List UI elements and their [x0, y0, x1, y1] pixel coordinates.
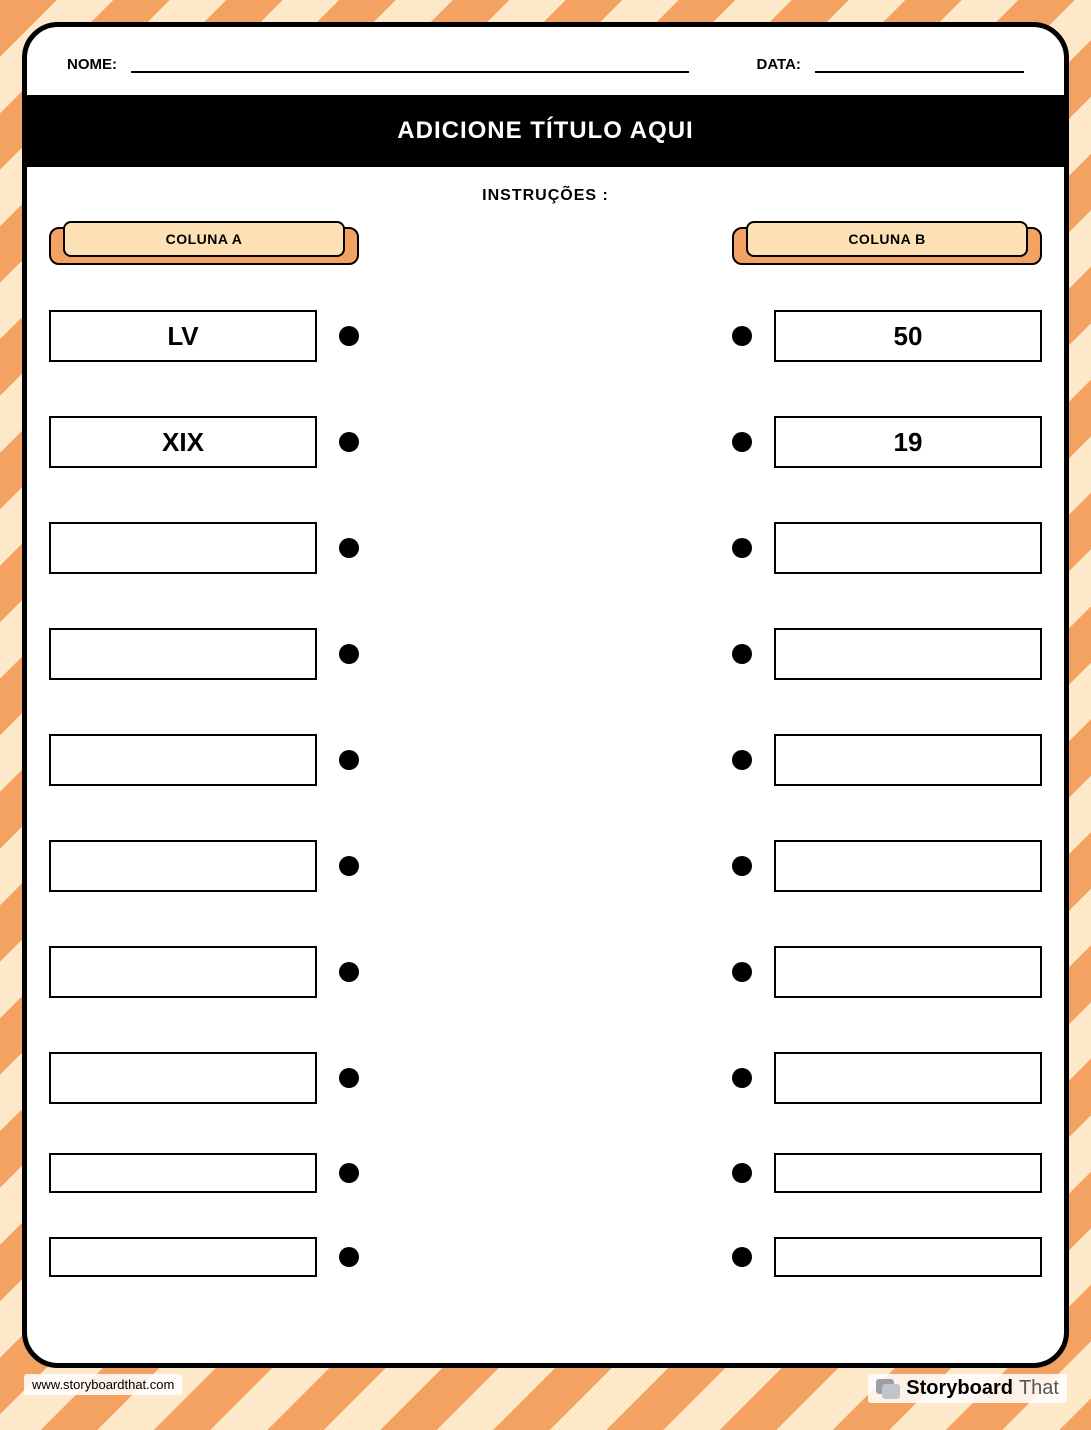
column-a-cell[interactable]: [49, 1237, 317, 1277]
match-dot[interactable]: [339, 962, 359, 982]
column-a-row: [49, 495, 359, 601]
name-label: NOME:: [67, 56, 117, 73]
match-dot[interactable]: [339, 856, 359, 876]
column-b-row: [732, 1131, 1042, 1215]
column-b-cell[interactable]: [774, 628, 1042, 680]
column-a-row: [49, 1215, 359, 1299]
match-dot[interactable]: [339, 644, 359, 664]
column-b-header: COLUNA B: [732, 221, 1042, 265]
instructions-label: INSTRUÇÕES :: [27, 167, 1064, 211]
column-a-cell[interactable]: LV: [49, 310, 317, 362]
column-b-row: [732, 601, 1042, 707]
column-a-cell[interactable]: [49, 1052, 317, 1104]
column-a: COLUNA A LV XIX: [49, 221, 359, 1353]
column-a-cell[interactable]: [49, 734, 317, 786]
column-a-cell[interactable]: [49, 1153, 317, 1193]
column-a-cell[interactable]: XIX: [49, 416, 317, 468]
match-dot[interactable]: [732, 1247, 752, 1267]
column-b-row: [732, 1025, 1042, 1131]
match-dot[interactable]: [339, 750, 359, 770]
column-a-row: XIX: [49, 389, 359, 495]
column-b-cell[interactable]: [774, 946, 1042, 998]
column-b-cell[interactable]: 19: [774, 416, 1042, 468]
match-dot[interactable]: [339, 326, 359, 346]
column-b-cell[interactable]: [774, 1237, 1042, 1277]
match-dot[interactable]: [339, 1163, 359, 1183]
column-b-cell[interactable]: [774, 522, 1042, 574]
match-dot[interactable]: [732, 644, 752, 664]
column-b-row: [732, 813, 1042, 919]
column-a-row: [49, 813, 359, 919]
match-dot[interactable]: [732, 326, 752, 346]
worksheet-page: NOME: DATA: ADICIONE TÍTULO AQUI INSTRUÇ…: [22, 22, 1069, 1368]
column-a-row: [49, 1025, 359, 1131]
column-b-cell[interactable]: [774, 840, 1042, 892]
column-b-row: [732, 707, 1042, 813]
match-dot[interactable]: [339, 1247, 359, 1267]
column-b-row: [732, 1215, 1042, 1299]
match-dot[interactable]: [732, 750, 752, 770]
date-input-line[interactable]: [815, 55, 1024, 73]
column-b-row: [732, 495, 1042, 601]
column-b: COLUNA B 50 19: [732, 221, 1042, 1353]
column-b-cell[interactable]: [774, 1052, 1042, 1104]
column-a-cell[interactable]: [49, 522, 317, 574]
match-dot[interactable]: [339, 432, 359, 452]
column-b-row: 19: [732, 389, 1042, 495]
column-a-header: COLUNA A: [49, 221, 359, 265]
column-a-row: LV: [49, 283, 359, 389]
column-b-cell[interactable]: 50: [774, 310, 1042, 362]
column-b-cell[interactable]: [774, 1153, 1042, 1193]
header-row: NOME: DATA:: [27, 27, 1064, 83]
column-b-row: 50: [732, 283, 1042, 389]
column-a-tab-front: COLUNA A: [63, 221, 345, 257]
match-dot[interactable]: [339, 1068, 359, 1088]
column-b-cell[interactable]: [774, 734, 1042, 786]
column-a-cell[interactable]: [49, 628, 317, 680]
column-a-row: [49, 707, 359, 813]
column-a-cell[interactable]: [49, 840, 317, 892]
match-dot[interactable]: [339, 538, 359, 558]
column-a-row: [49, 601, 359, 707]
match-dot[interactable]: [732, 1068, 752, 1088]
match-dot[interactable]: [732, 538, 752, 558]
match-dot[interactable]: [732, 432, 752, 452]
column-a-row: [49, 1131, 359, 1215]
match-dot[interactable]: [732, 1163, 752, 1183]
date-label: DATA:: [757, 56, 801, 73]
match-dot[interactable]: [732, 856, 752, 876]
title-bar[interactable]: ADICIONE TÍTULO AQUI: [27, 95, 1064, 167]
column-a-row: [49, 919, 359, 1025]
column-b-row: [732, 919, 1042, 1025]
column-a-cell[interactable]: [49, 946, 317, 998]
columns-wrap: COLUNA A LV XIX COLUNA B 50 19: [27, 211, 1064, 1363]
column-b-tab-front: COLUNA B: [746, 221, 1028, 257]
name-input-line[interactable]: [131, 55, 689, 73]
match-dot[interactable]: [732, 962, 752, 982]
